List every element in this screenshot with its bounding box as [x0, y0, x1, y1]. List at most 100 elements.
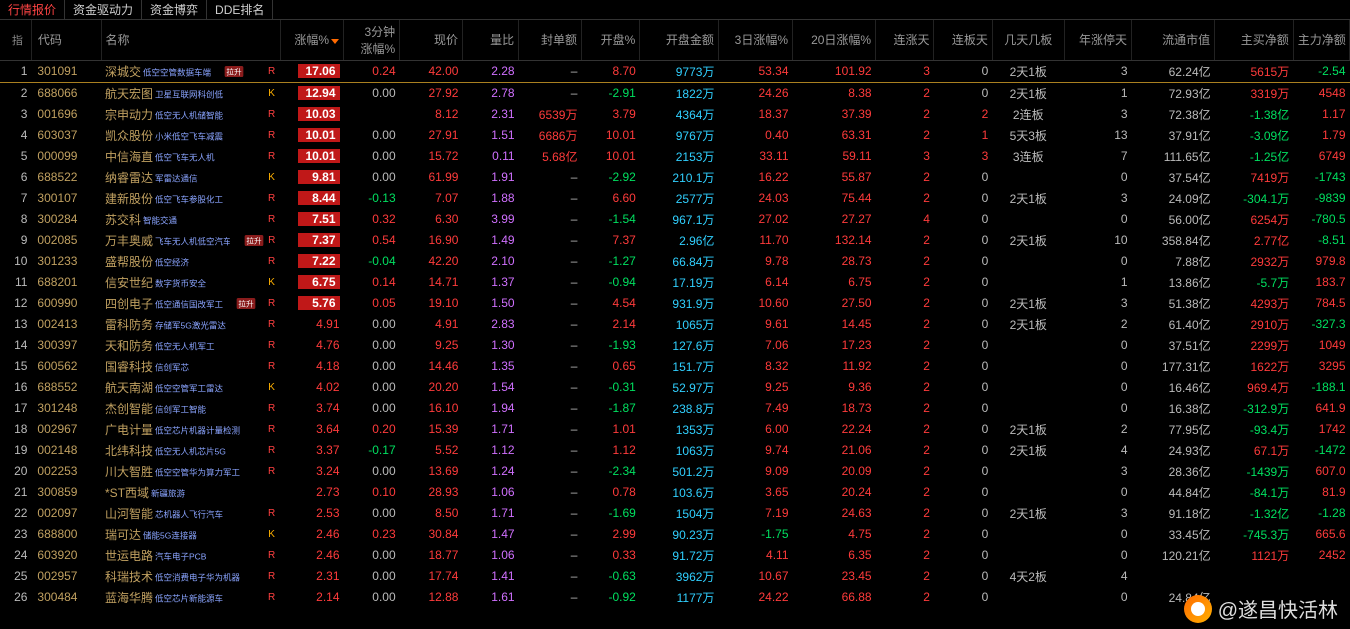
col-openp[interactable]: 开盘% — [581, 20, 639, 60]
market-flag: R — [267, 340, 277, 351]
col-code[interactable]: 代码 — [31, 20, 101, 60]
table-row[interactable]: 2688066航天宏图卫星互联网科创低K12.940.0027.922.78–-… — [0, 82, 1350, 104]
table-row[interactable]: 20002253川大智胜低空空管华为算力军工R3.240.0013.691.24… — [0, 461, 1350, 482]
stock-name: 瑞可达 — [105, 526, 141, 543]
tab-3[interactable]: DDE排名 — [207, 0, 273, 20]
stock-name: 川大智胜 — [105, 463, 153, 480]
stock-tag: 储能5G连接器 — [143, 528, 197, 541]
stock-name: 苏交科 — [105, 211, 141, 228]
col-cup[interactable]: 连涨天 — [876, 20, 934, 60]
market-flag: R — [267, 256, 277, 267]
table-row[interactable]: 25002957科瑞技术低空消费电子华为机器R2.310.0017.741.41… — [0, 566, 1350, 587]
stock-tag: 小米低空飞车减震 — [155, 129, 223, 142]
col-mcap[interactable]: 流通市值 — [1132, 20, 1215, 60]
table-row[interactable]: 4603037凯众股份小米低空飞车减震R10.010.0027.911.5166… — [0, 125, 1350, 146]
col-chg3m[interactable]: 3分钟涨幅% — [344, 20, 400, 60]
market-flag: R — [267, 109, 277, 120]
market-flag: R — [267, 214, 277, 225]
table-row[interactable]: 24603920世运电路汽车电子PCBR2.460.0018.771.06–0.… — [0, 545, 1350, 566]
tab-0[interactable]: 行情报价 — [0, 0, 65, 20]
market-flag: K — [267, 529, 277, 540]
stock-name: 世运电路 — [105, 547, 153, 564]
market-flag: R — [267, 193, 277, 204]
stock-name: 深城交 — [105, 63, 141, 80]
market-flag: R — [267, 66, 277, 77]
market-flag: R — [267, 298, 277, 309]
table-row[interactable]: 19002148北纬科技低空无人机芯片5GR3.37-0.175.521.12–… — [0, 440, 1350, 461]
stock-name: 天和防务 — [105, 337, 153, 354]
table-row[interactable]: 16688552航天南湖低空空管军工雷达K4.020.0020.201.54–-… — [0, 377, 1350, 398]
tab-1[interactable]: 资金驱动力 — [65, 0, 142, 20]
market-flag: K — [267, 88, 277, 99]
stock-tag: 信创军工智能 — [155, 402, 206, 415]
table-row[interactable]: 1301091深城交低空空管数据车端拉升R17.060.2442.002.28–… — [0, 60, 1350, 82]
stock-tag: 飞车无人机低空汽车 — [155, 234, 230, 247]
table-row[interactable]: 8300284苏交科智能交通R7.510.326.303.99–-1.54967… — [0, 209, 1350, 230]
stock-tag: 低空无人机芯片5G — [155, 444, 226, 457]
table-row[interactable]: 17301248杰创智能信创军工智能R3.740.0016.101.94–-1.… — [0, 398, 1350, 419]
tab-2[interactable]: 资金博弈 — [142, 0, 207, 20]
table-row[interactable]: 14300397天和防务低空无人机军工R4.760.009.251.30–-1.… — [0, 335, 1350, 356]
stock-tag: 低空飞车参股化工 — [155, 192, 223, 205]
col-seal[interactable]: 封单额 — [519, 20, 582, 60]
col-pattern[interactable]: 几天几板 — [992, 20, 1064, 60]
market-flag: R — [267, 466, 277, 477]
stock-tag: 新疆旅游 — [151, 486, 185, 499]
col-chg[interactable]: 涨幅% — [281, 20, 344, 60]
col-mbuy[interactable]: 主买净额 — [1215, 20, 1294, 60]
table-row[interactable]: 15600562国睿科技信创军芯R4.180.0014.461.35–0.651… — [0, 356, 1350, 377]
table-row[interactable]: 13002413雷科防务存储军5G激光雷达R4.910.004.912.83–2… — [0, 314, 1350, 335]
market-flag: R — [267, 592, 277, 603]
stock-name: *ST西域 — [105, 484, 149, 501]
table-row[interactable]: 22002097山河智能芯机器人飞行汽车R2.530.008.501.71–-1… — [0, 503, 1350, 524]
stock-tag: 卫星互联网科创低 — [155, 87, 223, 100]
market-flag: R — [267, 151, 277, 162]
table-row[interactable]: 3001696宗申动力低空无人机储智能R10.038.122.316539万3.… — [0, 104, 1350, 125]
col-openamt[interactable]: 开盘金额 — [640, 20, 719, 60]
table-row[interactable]: 23688800瑞可达储能5G连接器K2.460.2330.841.47–2.9… — [0, 524, 1350, 545]
stock-name: 建新股份 — [105, 190, 153, 207]
stock-tag: 低空空管军工雷达 — [155, 381, 223, 394]
col-ystop[interactable]: 年涨停天 — [1064, 20, 1131, 60]
col-d20[interactable]: 20日涨幅% — [793, 20, 876, 60]
table-row[interactable]: 18002967广电计量低空芯片机器计量检测R3.640.2015.391.71… — [0, 419, 1350, 440]
stock-name: 航天南湖 — [105, 379, 153, 396]
stock-name: 广电计量 — [105, 421, 153, 438]
market-flag: K — [267, 172, 277, 183]
table-row[interactable]: 7300107建新股份低空飞车参股化工R8.44-0.137.071.88–6.… — [0, 188, 1350, 209]
stock-name: 蓝海华腾 — [105, 589, 153, 606]
table-row[interactable]: 26300484蓝海华腾低空芯片新能源车R2.140.0012.881.61–-… — [0, 587, 1350, 608]
table-row[interactable]: 6688522纳睿雷达军雷达通信K9.810.0061.991.91–-2.92… — [0, 167, 1350, 188]
market-flag: R — [267, 508, 277, 519]
table-row[interactable]: 21300859*ST西域新疆旅游2.730.1028.931.06–0.781… — [0, 482, 1350, 503]
col-d3[interactable]: 3日涨幅% — [718, 20, 792, 60]
stock-tag: 低空无人机军工 — [155, 339, 215, 352]
col-volr[interactable]: 量比 — [462, 20, 518, 60]
stock-name: 宗申动力 — [105, 106, 153, 123]
stock-name: 雷科防务 — [105, 316, 153, 333]
stock-tag: 信创军芯 — [155, 360, 189, 373]
col-mflow[interactable]: 主力净额 — [1293, 20, 1349, 60]
stock-tag: 军雷达通信 — [155, 171, 198, 184]
table-row[interactable]: 12600990四创电子低空通信国改军工拉升R5.760.0519.101.50… — [0, 293, 1350, 314]
market-flag: R — [267, 550, 277, 561]
col-cboard[interactable]: 连板天 — [934, 20, 992, 60]
header-row: 指 代码 名称 涨幅% 3分钟涨幅% 现价 量比 封单额 开盘% 开盘金额 3日… — [0, 20, 1350, 60]
stock-table: 指 代码 名称 涨幅% 3分钟涨幅% 现价 量比 封单额 开盘% 开盘金额 3日… — [0, 20, 1350, 608]
stock-name: 北纬科技 — [105, 442, 153, 459]
stock-tag: 低空空管数据车端 — [143, 65, 211, 78]
market-flag: R — [267, 361, 277, 372]
table-row[interactable]: 9002085万丰奥威飞车无人机低空汽车拉升R7.370.5416.901.49… — [0, 230, 1350, 251]
table-row[interactable]: 11688201信安世纪数字货币安全K6.750.1414.711.37–-0.… — [0, 272, 1350, 293]
stock-name: 山河智能 — [105, 505, 153, 522]
table-row[interactable]: 10301233盛帮股份低空经济R7.22-0.0442.202.10–-1.2… — [0, 251, 1350, 272]
col-pin[interactable]: 指 — [0, 20, 31, 60]
table-row[interactable]: 5000099中信海直低空飞车无人机R10.010.0015.720.115.6… — [0, 146, 1350, 167]
stock-name: 盛帮股份 — [105, 253, 153, 270]
stock-name: 四创电子 — [105, 295, 153, 312]
col-name[interactable]: 名称 — [101, 20, 281, 60]
market-flag: R — [267, 319, 277, 330]
stock-tag: 低空芯片机器计量检测 — [155, 423, 240, 436]
lift-badge: 拉升 — [225, 65, 244, 76]
col-price[interactable]: 现价 — [400, 20, 463, 60]
